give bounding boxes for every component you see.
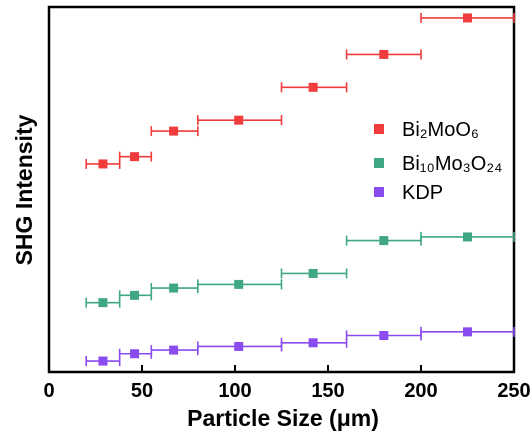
data-point [98, 298, 108, 308]
x-axis-label: Particle Size (μm) [187, 405, 379, 431]
data-point [234, 115, 244, 125]
data-point [379, 49, 389, 59]
data-point [463, 232, 472, 242]
data-point [130, 152, 140, 162]
legend-label-0: Bi₂MoO₆ [402, 119, 479, 141]
data-point [463, 13, 472, 23]
data-point [308, 268, 318, 278]
data-point [98, 356, 108, 366]
legend-marker-0 [374, 124, 384, 134]
data-point [308, 82, 318, 92]
series-1 [85, 231, 515, 308]
data-point [463, 327, 472, 337]
data-point [130, 349, 140, 359]
data-point [98, 159, 108, 169]
x-tick-label-200: 200 [404, 380, 437, 402]
legend-marker-2 [374, 187, 384, 197]
data-point [234, 279, 244, 289]
data-point [169, 283, 179, 293]
data-point [169, 126, 179, 136]
legend-label-1: Bi₁₀Mo₃O₂₄ [402, 153, 502, 175]
legend-label-2: KDP [402, 182, 443, 204]
x-axis-ticks: 0 50 100 150 200 250 [43, 365, 531, 402]
x-tick-label-250: 250 [497, 380, 530, 402]
data-point [379, 236, 389, 246]
data-point [234, 341, 244, 351]
data-point [130, 290, 140, 300]
plot-frame [47, 5, 516, 374]
x-tick-label-0: 0 [43, 380, 54, 402]
x-tick-label-150: 150 [311, 380, 344, 402]
series-0 [85, 12, 515, 169]
legend-marker-1 [374, 158, 384, 168]
data-point [308, 338, 318, 348]
data-point [379, 331, 389, 340]
series-2 [85, 326, 515, 367]
x-tick-label-50: 50 [131, 380, 153, 402]
series-layer [85, 12, 515, 367]
y-axis-label: SHG Intensity [11, 114, 37, 265]
x-tick-label-100: 100 [218, 380, 251, 402]
legend: Bi₂MoO₆ Bi₁₀Mo₃O₂₄ KDP [374, 119, 502, 204]
data-point [169, 345, 179, 355]
